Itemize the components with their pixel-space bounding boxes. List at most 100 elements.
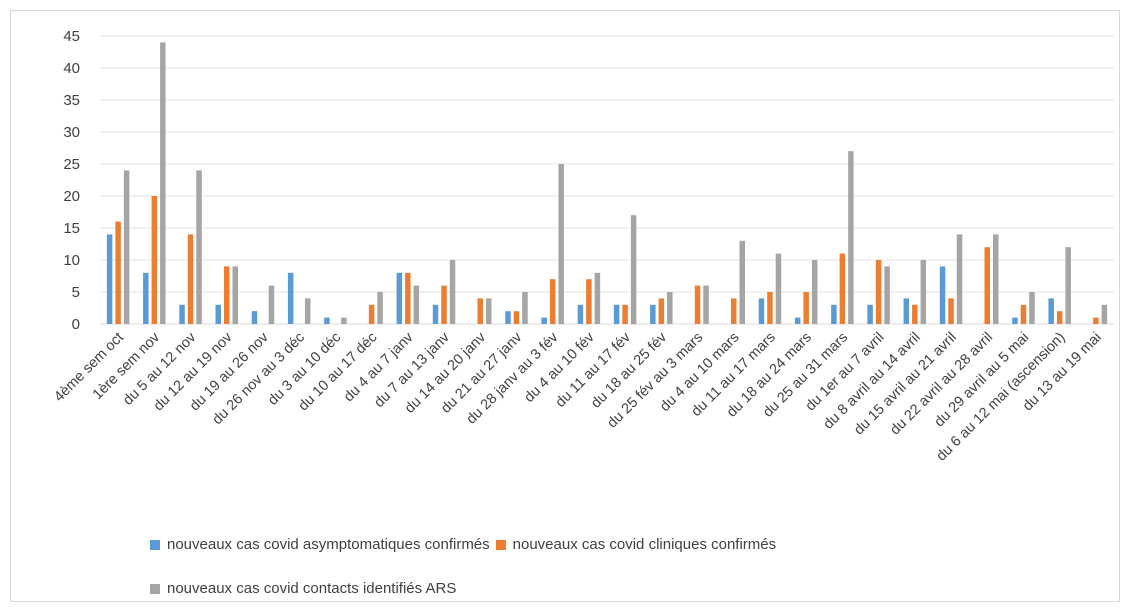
- bar: [522, 292, 528, 324]
- bar: [658, 298, 665, 324]
- legend-item-clinical: nouveaux cas covid cliniques confirmés: [495, 536, 777, 553]
- bar: [449, 260, 456, 324]
- bar: [1101, 304, 1108, 324]
- bar: [179, 304, 185, 324]
- bar: [106, 234, 113, 324]
- bar: [594, 272, 601, 324]
- bar: [848, 151, 854, 324]
- legend-row-2: nouveaux cas covid contacts identifiés A…: [150, 580, 462, 597]
- bar: [1029, 292, 1035, 324]
- bar: [304, 298, 311, 324]
- bar: [160, 42, 166, 325]
- bar: [224, 266, 230, 324]
- bar: [287, 272, 294, 324]
- bar: [377, 292, 383, 324]
- bar: [1065, 247, 1071, 324]
- bar: [948, 298, 954, 324]
- bar: [1020, 304, 1027, 324]
- y-tick-label: 20: [63, 188, 80, 205]
- legend-swatch-contacts: [150, 583, 160, 594]
- y-tick-label: 30: [63, 124, 80, 141]
- bar: [541, 317, 547, 324]
- y-tick-label: 45: [63, 28, 80, 45]
- bar: [505, 311, 511, 324]
- bars: [106, 42, 1108, 325]
- bar: [1012, 317, 1018, 324]
- bar: [903, 298, 910, 324]
- bar: [884, 266, 890, 324]
- y-tick-label: 10: [63, 252, 80, 269]
- bar: [341, 317, 347, 324]
- bar: [984, 247, 990, 324]
- bar: [993, 234, 999, 324]
- bar: [758, 298, 765, 324]
- y-tick-label: 40: [63, 60, 80, 77]
- bar: [513, 311, 520, 324]
- bar: [920, 260, 927, 324]
- bar: [703, 285, 709, 324]
- bar: [794, 317, 801, 324]
- legend-swatch-asymptomatic: [150, 539, 160, 550]
- bar: [558, 164, 564, 324]
- legend-swatch-clinical: [495, 539, 506, 550]
- bar: [405, 272, 411, 324]
- bar: [151, 196, 158, 324]
- y-tick-label: 15: [63, 220, 80, 237]
- bar: [630, 215, 637, 324]
- legend-row-1: nouveaux cas covid asymptomatiques confi…: [150, 536, 782, 553]
- bar: [613, 304, 620, 324]
- bar: [803, 292, 809, 324]
- legend-label-clinical: nouveaux cas covid cliniques confirmés: [512, 536, 777, 553]
- y-tick-label: 0: [72, 316, 80, 333]
- bar: [875, 260, 882, 324]
- bar: [775, 253, 782, 324]
- y-axis-ticks: 0 5 10 15 20 25 30 35 40 45: [63, 28, 80, 333]
- bar: [586, 279, 592, 324]
- bar: [912, 304, 918, 324]
- bar: [432, 304, 439, 324]
- bar: [268, 285, 275, 324]
- bar: [324, 317, 330, 324]
- bar: [650, 304, 656, 324]
- bar: [622, 304, 628, 324]
- bar: [196, 170, 202, 324]
- legend-label-contacts: nouveaux cas covid contacts identifiés A…: [167, 580, 457, 597]
- bar: [577, 304, 584, 324]
- bar: [667, 292, 673, 324]
- bar: [867, 304, 873, 324]
- chart-area: [10, 10, 1120, 602]
- bar: [1093, 317, 1099, 324]
- bar: [1048, 298, 1054, 324]
- legend-item-asymptomatic: nouveaux cas covid asymptomatiques confi…: [150, 536, 490, 553]
- bar: [694, 285, 701, 324]
- y-tick-label: 35: [63, 92, 80, 109]
- bar: [731, 298, 737, 324]
- bar: [831, 304, 837, 324]
- bar: [215, 304, 221, 324]
- bar: [396, 272, 403, 324]
- legend-item-contacts: nouveaux cas covid contacts identifiés A…: [150, 580, 456, 597]
- bar: [839, 253, 846, 324]
- y-tick-label: 25: [63, 156, 80, 173]
- bar: [232, 266, 238, 324]
- bar: [956, 234, 963, 324]
- bar: [486, 298, 492, 324]
- bar: [739, 240, 745, 324]
- bar: [187, 234, 194, 324]
- legend-label-asymptomatic: nouveaux cas covid asymptomatiques confi…: [167, 536, 490, 553]
- bar: [115, 221, 121, 324]
- bar: [251, 311, 258, 324]
- bar: [549, 279, 556, 324]
- bar: [123, 170, 130, 324]
- bar: [368, 304, 375, 324]
- bar: [477, 298, 483, 324]
- bar: [767, 292, 773, 324]
- bar: [143, 272, 149, 324]
- y-tick-label: 5: [72, 284, 80, 301]
- bar: [811, 260, 818, 324]
- bar: [1056, 311, 1063, 324]
- bar: [413, 285, 420, 324]
- bar: [441, 285, 447, 324]
